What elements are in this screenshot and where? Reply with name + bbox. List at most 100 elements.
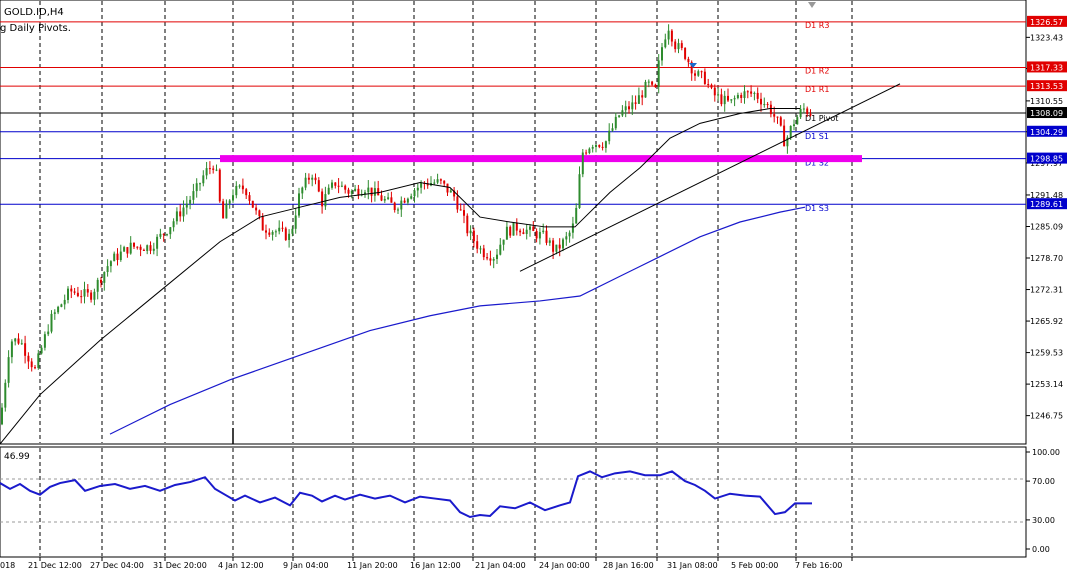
candle-body [502,239,505,245]
candle-body [713,87,716,96]
candle-body [350,190,353,194]
candle-body [657,60,660,88]
level-price-tag [1027,152,1067,164]
candle-body [571,223,574,233]
candle-body [588,148,591,154]
candle-body [707,83,710,85]
candle-body [241,185,244,190]
candle-body [113,253,116,262]
candle-body [7,357,10,383]
candle-body [86,289,89,293]
candle-body [591,147,594,149]
candle-body [195,183,198,192]
price-tick-label: 1323.43 [1030,33,1063,42]
candle-body [119,251,122,261]
candle-body [720,94,723,105]
candle-body [466,215,469,234]
candle-body [651,81,654,85]
candle-body [93,291,96,300]
candle-body [416,187,419,191]
time-tick-label: 24 Jan 00:00 [539,561,590,570]
oscillator-axis: 100.00 70.00 30.00 0.00 [1026,448,1060,554]
trendline[interactable] [519,83,901,272]
candle-body [67,288,69,300]
candle-body [238,185,241,187]
candle-body [222,201,225,219]
symbol-title: GOLD.ID,H4 [4,7,64,18]
candle-body [535,230,538,239]
candle-body [24,343,27,356]
candle-body [383,198,386,201]
candle-body [746,91,749,93]
candle-body [604,141,607,148]
arrow-marker-icon [689,63,697,68]
candles [1,24,812,426]
oscillator-value: 46.99 [4,452,30,462]
candle-body [294,215,297,229]
pivot-level-label: D1 S3 [805,204,829,213]
moving-average-fast [0,108,800,445]
candle-body [406,198,409,203]
candle-body [760,98,762,105]
price-tick-label: 1285.09 [1030,222,1063,231]
candle-body [34,367,36,369]
candle-body [156,236,159,249]
candle-body [684,47,687,59]
candle-body [769,104,772,115]
candle-body [354,188,357,191]
candle-body [667,30,670,40]
osc-tick-label: 100.00 [1032,448,1060,457]
candle-body [301,187,304,194]
candle-body [694,73,696,76]
candle-body [169,227,172,235]
candle-body [103,272,106,283]
candle-body [268,232,271,235]
candle-body [14,338,17,342]
pivot-level-label: D1 R2 [805,66,829,75]
candle-body [298,193,300,216]
oscillator-panel[interactable] [0,446,1027,558]
candle-body [10,341,13,358]
candle-body [261,216,264,231]
candle-body [129,242,132,254]
level-price-tag-text: 1313.53 [1030,82,1063,91]
candle-body [255,207,258,211]
candle-body [245,189,248,196]
scroll-marker-icon[interactable] [808,2,816,8]
candle-body [80,296,83,298]
candle-body [76,292,79,297]
candle-body [489,258,492,261]
candle-body [317,180,320,192]
candle-body [730,99,733,101]
osc-tick-label: 30.00 [1032,516,1055,525]
time-tick-label: 5 Feb 00:00 [731,561,778,570]
level-price-tag-text: 1317.33 [1030,63,1063,72]
price-axis[interactable]: 1323.431317.111310.551304.291297.971291.… [1026,33,1063,421]
candle-body [578,174,581,208]
time-axis[interactable]: 018 21 Dec 12:00 27 Dec 04:00 31 Dec 20:00 4… [0,557,853,570]
time-tick-label: 7 Feb 16:00 [795,561,842,570]
pivot-level-label: D1 S2 [805,159,829,168]
candle-body [628,106,630,110]
candle-body [413,190,416,197]
candle-body [773,114,776,117]
candle-body [340,185,343,187]
candle-body [647,81,650,83]
candle-body [218,169,221,202]
candle-body [443,180,446,184]
candle-body [532,226,535,231]
candle-body [469,230,472,234]
candle-body [90,292,93,300]
candle-body [509,226,512,236]
candle-body [172,221,175,228]
candle-body [179,211,182,217]
candle-body [347,189,350,194]
candle-body [185,203,188,208]
candle-body [809,113,812,116]
candle-body [331,182,333,188]
candle-body [162,233,165,235]
candle-body [631,102,634,110]
candle-body [522,232,525,234]
candle-body [63,299,66,305]
